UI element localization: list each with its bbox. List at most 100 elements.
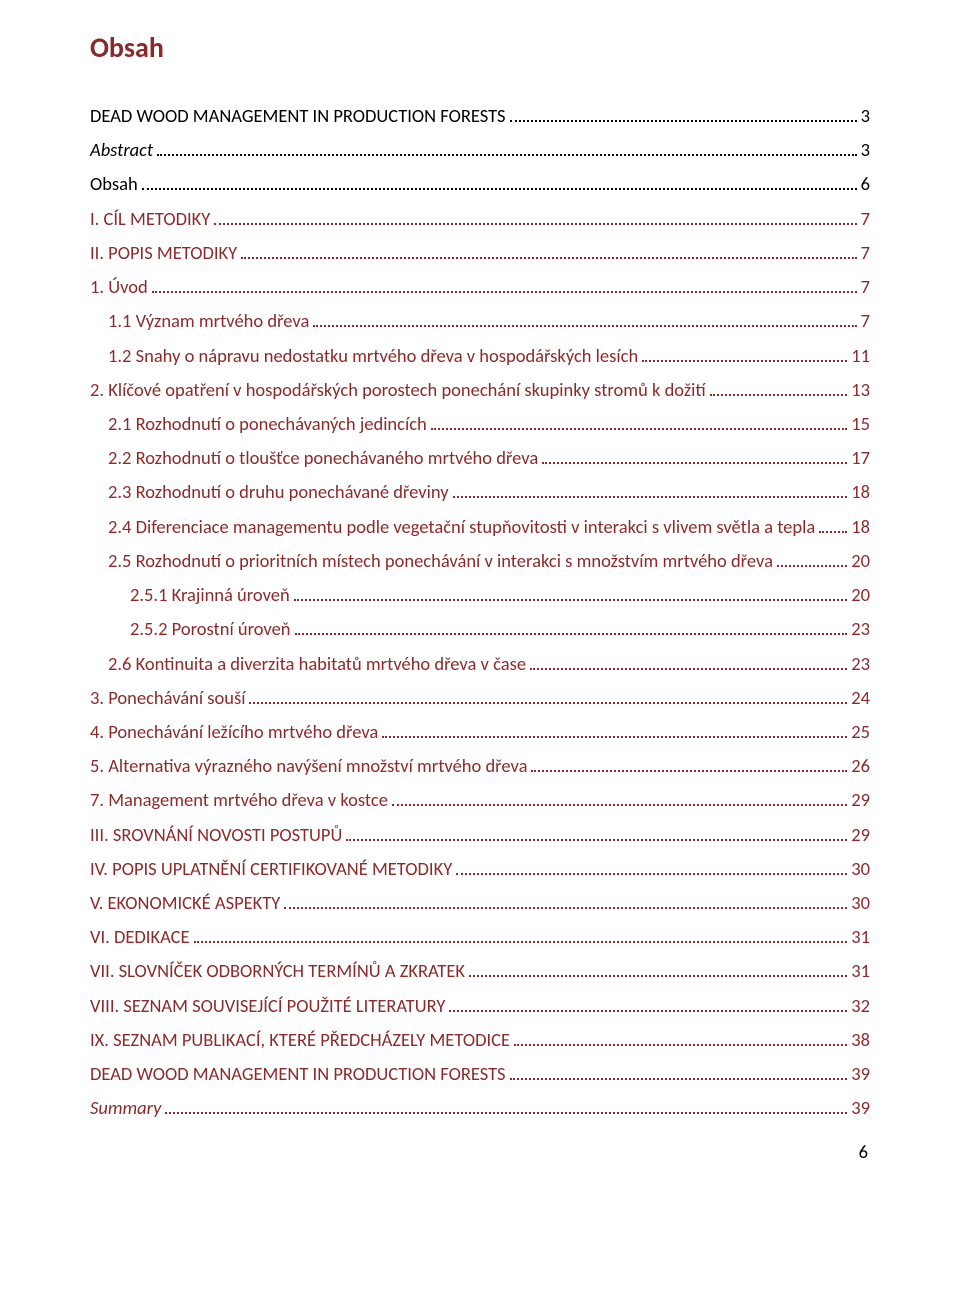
toc-entry[interactable]: 1.2 Snahy o nápravu nedostatku mrtvého d…: [90, 339, 870, 373]
toc-entry[interactable]: VI. DEDIKACE 31: [90, 920, 870, 954]
toc-entry[interactable]: I. CÍL METODIKY 7: [90, 202, 870, 236]
page-number: 6: [90, 1140, 870, 1163]
toc-entry-label: 1.2 Snahy o nápravu nedostatku mrtvého d…: [108, 339, 638, 373]
toc-leader-dots: [214, 212, 856, 224]
toc-entry-label: 3. Ponechávání souší: [90, 681, 245, 715]
toc-entry-label: VIII. SEZNAM SOUVISEJÍCÍ POUŽITÉ LITERAT…: [90, 989, 445, 1023]
toc-leader-dots: [313, 315, 856, 327]
toc-entry-page: 30: [851, 852, 870, 886]
toc-entry-label: 2.3 Rozhodnutí o druhu ponechávané dřevi…: [108, 475, 449, 509]
toc-leader-dots: [295, 623, 848, 635]
toc-entry-label: VII. SLOVNÍČEK ODBORNÝCH TERMÍNŮ A ZKRAT…: [90, 954, 465, 988]
toc-entry[interactable]: 2.1 Rozhodnutí o ponechávaných jedincích…: [90, 407, 870, 441]
toc-entry-label: 2.5.1 Krajinná úroveň: [130, 578, 290, 612]
toc-leader-dots: [819, 520, 847, 532]
toc-entry[interactable]: 3. Ponechávání souší 24: [90, 681, 870, 715]
toc-entry-label: IV. POPIS UPLATNĚNÍ CERTIFIKOVANÉ METODI…: [90, 852, 452, 886]
toc-leader-dots: [710, 384, 848, 396]
toc-leader-dots: [542, 452, 847, 464]
toc-entry[interactable]: VIII. SEZNAM SOUVISEJÍCÍ POUŽITÉ LITERAT…: [90, 989, 870, 1023]
toc-entry[interactable]: 4. Ponechávání ležícího mrtvého dřeva 25: [90, 715, 870, 749]
toc-entry: Abstract 3: [90, 133, 870, 167]
toc-entry-page: 20: [851, 544, 870, 578]
toc-leader-dots: [642, 349, 847, 361]
toc-entry[interactable]: 2.4 Diferenciace managementu podle veget…: [90, 510, 870, 544]
toc-entry-label: Abstract: [90, 133, 153, 167]
toc-leader-dots: [531, 760, 847, 772]
toc-entry[interactable]: 2. Klíčové opatření v hospodářských poro…: [90, 373, 870, 407]
toc-entry-label: 1. Úvod: [90, 270, 148, 304]
toc-leader-dots: [510, 1068, 848, 1080]
toc-entry[interactable]: II. POPIS METODIKY 7: [90, 236, 870, 270]
toc-entry-page: 3: [861, 99, 870, 133]
toc-entry[interactable]: III. SROVNÁNÍ NOVOSTI POSTUPŮ 29: [90, 818, 870, 852]
toc-entry-label: 1.1 Význam mrtvého dřeva: [108, 304, 309, 338]
toc-entry[interactable]: 2.5 Rozhodnutí o prioritních místech pon…: [90, 544, 870, 578]
toc-entry-page: 6: [861, 167, 870, 201]
toc-leader-dots: [249, 692, 847, 704]
toc-leader-dots: [510, 110, 857, 122]
toc-entry-page: 29: [851, 783, 870, 817]
toc-entry-page: 24: [851, 681, 870, 715]
toc-entry-label: 2.4 Diferenciace managementu podle veget…: [108, 510, 815, 544]
toc-entry-page: 13: [851, 373, 870, 407]
toc-entry: Obsah 6: [90, 167, 870, 201]
toc-entry[interactable]: IV. POPIS UPLATNĚNÍ CERTIFIKOVANÉ METODI…: [90, 852, 870, 886]
toc-entry[interactable]: Summary 39: [90, 1091, 870, 1125]
toc-leader-dots: [241, 247, 856, 259]
toc-entry[interactable]: IX. SEZNAM PUBLIKACÍ, KTERÉ PŘEDCHÁZELY …: [90, 1023, 870, 1057]
toc-entry[interactable]: 2.5.1 Krajinná úroveň 20: [90, 578, 870, 612]
toc-entry-label: I. CÍL METODIKY: [90, 202, 210, 236]
toc-entry-label: II. POPIS METODIKY: [90, 236, 237, 270]
toc-entry[interactable]: 7. Management mrtvého dřeva v kostce 29: [90, 783, 870, 817]
toc-entry[interactable]: DEAD WOOD MANAGEMENT IN PRODUCTION FORES…: [90, 1057, 870, 1091]
toc-leader-dots: [453, 486, 848, 498]
toc-leader-dots: [346, 828, 847, 840]
toc-leader-dots: [469, 965, 847, 977]
toc-leader-dots: [514, 1034, 847, 1046]
toc-entry-label: Obsah: [90, 167, 138, 201]
toc-entry-label: V. EKONOMICKÉ ASPEKTY: [90, 886, 280, 920]
toc-entry-label: 2.5.2 Porostní úroveň: [130, 612, 291, 646]
toc-entry-label: 2.2 Rozhodnutí o tloušťce ponechávaného …: [108, 441, 538, 475]
toc-entry-label: 4. Ponechávání ležícího mrtvého dřeva: [90, 715, 378, 749]
toc-entry-page: 18: [851, 475, 870, 509]
toc-entry-label: 2.5 Rozhodnutí o prioritních místech pon…: [108, 544, 773, 578]
toc-leader-dots: [777, 555, 847, 567]
toc-entry-page: 39: [851, 1091, 870, 1125]
toc-entry-page: 7: [861, 202, 870, 236]
toc-entry-page: 18: [851, 510, 870, 544]
toc-leader-dots: [449, 1000, 847, 1012]
toc-entry-label: 7. Management mrtvého dřeva v kostce: [90, 783, 388, 817]
toc-entry-page: 7: [861, 304, 870, 338]
toc-entry[interactable]: 5. Alternativa výrazného navýšení množst…: [90, 749, 870, 783]
toc-title: Obsah: [90, 30, 870, 65]
toc-entry[interactable]: 1.1 Význam mrtvého dřeva 7: [90, 304, 870, 338]
toc-entry[interactable]: 1. Úvod 7: [90, 270, 870, 304]
toc-entry-page: 11: [851, 339, 870, 373]
toc-entry-page: 15: [851, 407, 870, 441]
toc-entry-label: DEAD WOOD MANAGEMENT IN PRODUCTION FORES…: [90, 1057, 506, 1091]
toc-entry[interactable]: 2.3 Rozhodnutí o druhu ponechávané dřevi…: [90, 475, 870, 509]
toc-entry-page: 26: [851, 749, 870, 783]
toc-entry-label: DEAD WOOD MANAGEMENT IN PRODUCTION FORES…: [90, 99, 506, 133]
toc-leader-dots: [142, 178, 857, 190]
toc-leader-dots: [431, 418, 847, 430]
toc-entry[interactable]: 2.5.2 Porostní úroveň 23: [90, 612, 870, 646]
toc-entry[interactable]: VII. SLOVNÍČEK ODBORNÝCH TERMÍNŮ A ZKRAT…: [90, 954, 870, 988]
toc-leader-dots: [152, 281, 857, 293]
page-container: Obsah DEAD WOOD MANAGEMENT IN PRODUCTION…: [0, 0, 960, 1193]
toc-leader-dots: [456, 863, 847, 875]
toc-entry-label: VI. DEDIKACE: [90, 920, 190, 954]
toc-entry-label: III. SROVNÁNÍ NOVOSTI POSTUPŮ: [90, 818, 342, 852]
toc-leader-dots: [294, 589, 848, 601]
toc-entry-page: 7: [861, 236, 870, 270]
toc-entry-label: 2. Klíčové opatření v hospodářských poro…: [90, 373, 706, 407]
toc-entry-page: 31: [851, 954, 870, 988]
toc-entry-label: 2.1 Rozhodnutí o ponechávaných jedincích: [108, 407, 427, 441]
toc-entry[interactable]: V. EKONOMICKÉ ASPEKTY 30: [90, 886, 870, 920]
toc-entry[interactable]: 2.6 Kontinuita a diverzita habitatů mrtv…: [90, 647, 870, 681]
toc-entry[interactable]: 2.2 Rozhodnutí o tloušťce ponechávaného …: [90, 441, 870, 475]
toc-entry-label: Summary: [90, 1091, 161, 1125]
toc-entry-page: 20: [851, 578, 870, 612]
